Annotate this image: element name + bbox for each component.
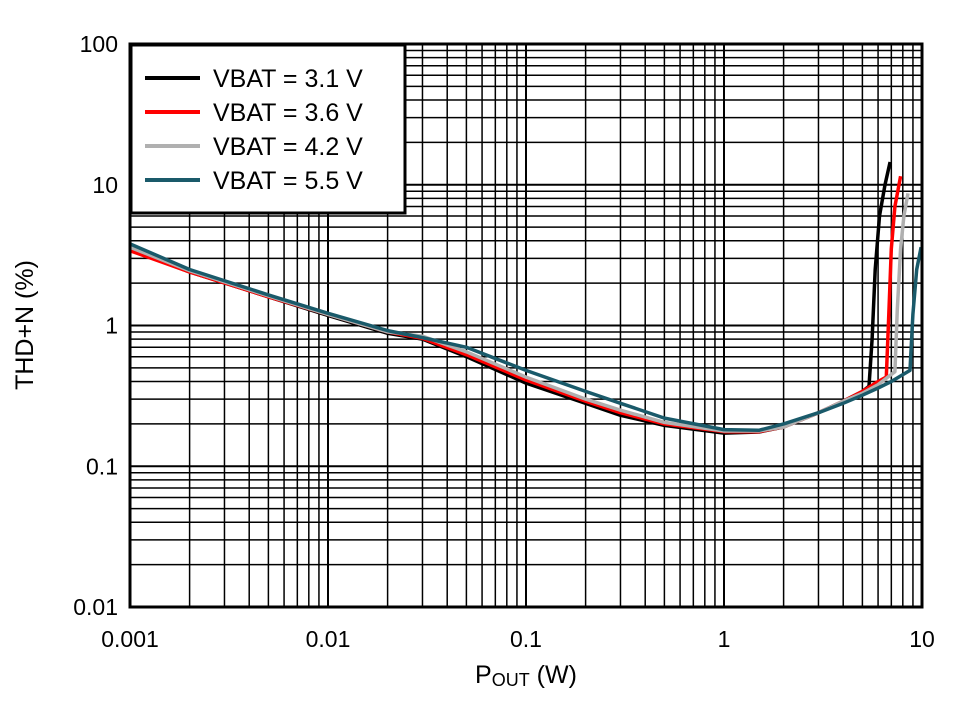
x-axis-label: POUT (W) (475, 661, 577, 690)
series-line-4 (129, 242, 923, 433)
x-axis-label-main: P (475, 661, 492, 689)
legend-label: VBAT = 4.2 V (213, 133, 363, 161)
x-tick-labels: 0.001 0.01 0.1 1 10 (101, 626, 935, 652)
series-lines (129, 161, 923, 435)
y-tick-label: 10 (92, 172, 118, 198)
legend-label: VBAT = 5.5 V (213, 167, 363, 195)
x-tick-label: 0.1 (510, 626, 542, 652)
legend-box (129, 43, 407, 215)
x-tick-label: 0.01 (306, 626, 351, 652)
legend-label: VBAT = 3.6 V (213, 99, 363, 127)
y-tick-label: 100 (80, 31, 118, 57)
x-tick-label: 0.001 (101, 626, 159, 652)
series-line-2 (129, 175, 903, 434)
y-tick-labels: 0.01 0.1 1 10 100 (73, 31, 118, 620)
x-axis-label-unit: (W) (530, 661, 577, 689)
x-tick-label: 10 (909, 626, 935, 652)
legend-label: VBAT = 3.1 V (213, 65, 363, 93)
x-tick-label: 1 (718, 626, 731, 652)
legend: VBAT = 3.1 V VBAT = 3.6 V VBAT = 4.2 V VBAT… (129, 43, 407, 215)
series-line-3 (129, 192, 910, 433)
y-tick-label: 0.01 (73, 594, 118, 620)
y-axis-label: THD+N (%) (11, 260, 39, 390)
y-tick-label: 1 (105, 313, 118, 339)
y-tick-label: 0.1 (86, 453, 118, 479)
plot-frame (128, 42, 924, 609)
x-axis-label-sub: OUT (492, 670, 530, 690)
